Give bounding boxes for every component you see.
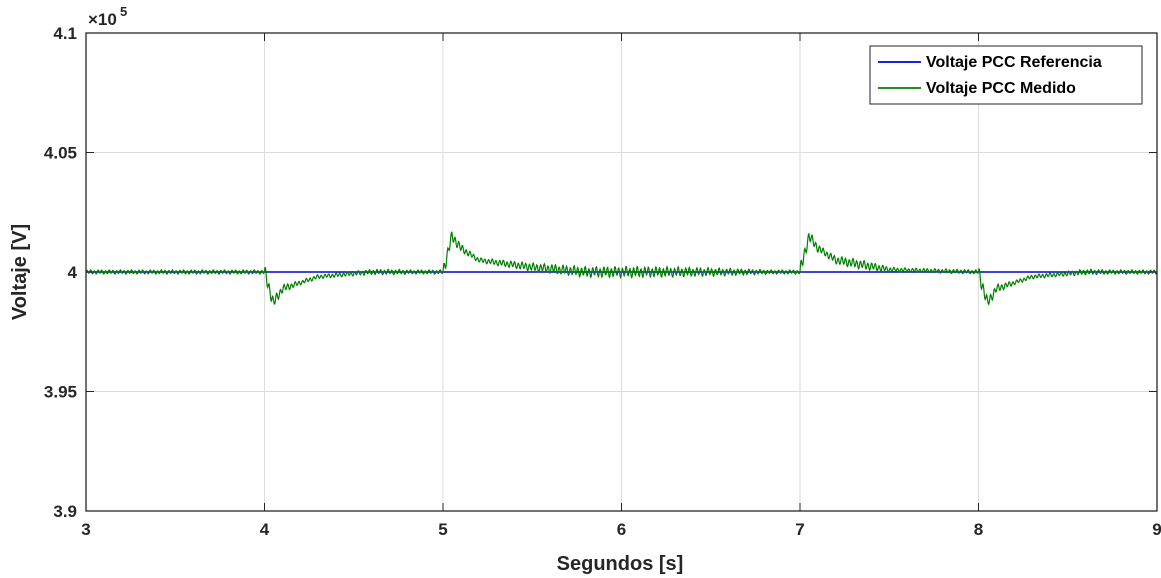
ticks [85,32,1158,512]
x-tick-label: 8 [974,520,983,539]
y-tick-label: 3.95 [44,383,77,402]
x-tick-label: 5 [438,520,447,539]
x-tick-label: 9 [1152,520,1161,539]
y-tick-label: 3.9 [53,502,77,521]
y-exponent-power: 5 [120,4,127,19]
x-axis-label: Segundos [s] [557,553,684,575]
legend: Voltaje PCC Referencia Voltaje PCC Medid… [869,45,1143,105]
legend-label-medido: Voltaje PCC Medido [926,80,1076,97]
y-tick-label: 4.05 [44,144,77,163]
y-tick-label: 4 [68,263,78,282]
legend-box [869,45,1143,105]
series-layer [85,231,1158,306]
y-exponent-prefix: ×10 [88,10,117,29]
x-tick-labels: 3 4 5 6 7 8 9 [81,520,1161,539]
y-tick-labels: 3.9 3.95 4 4.05 4.1 [44,24,78,521]
x-tick-label: 6 [617,520,626,539]
x-tick-label: 7 [795,520,804,539]
x-tick-label: 4 [260,520,270,539]
x-tick-label: 3 [81,520,90,539]
series-line-medido [85,231,1158,306]
y-axis-label: Voltaje [V] [9,224,31,320]
y-tick-label: 4.1 [53,24,77,43]
legend-label-referencia: Voltaje PCC Referencia [926,54,1102,71]
